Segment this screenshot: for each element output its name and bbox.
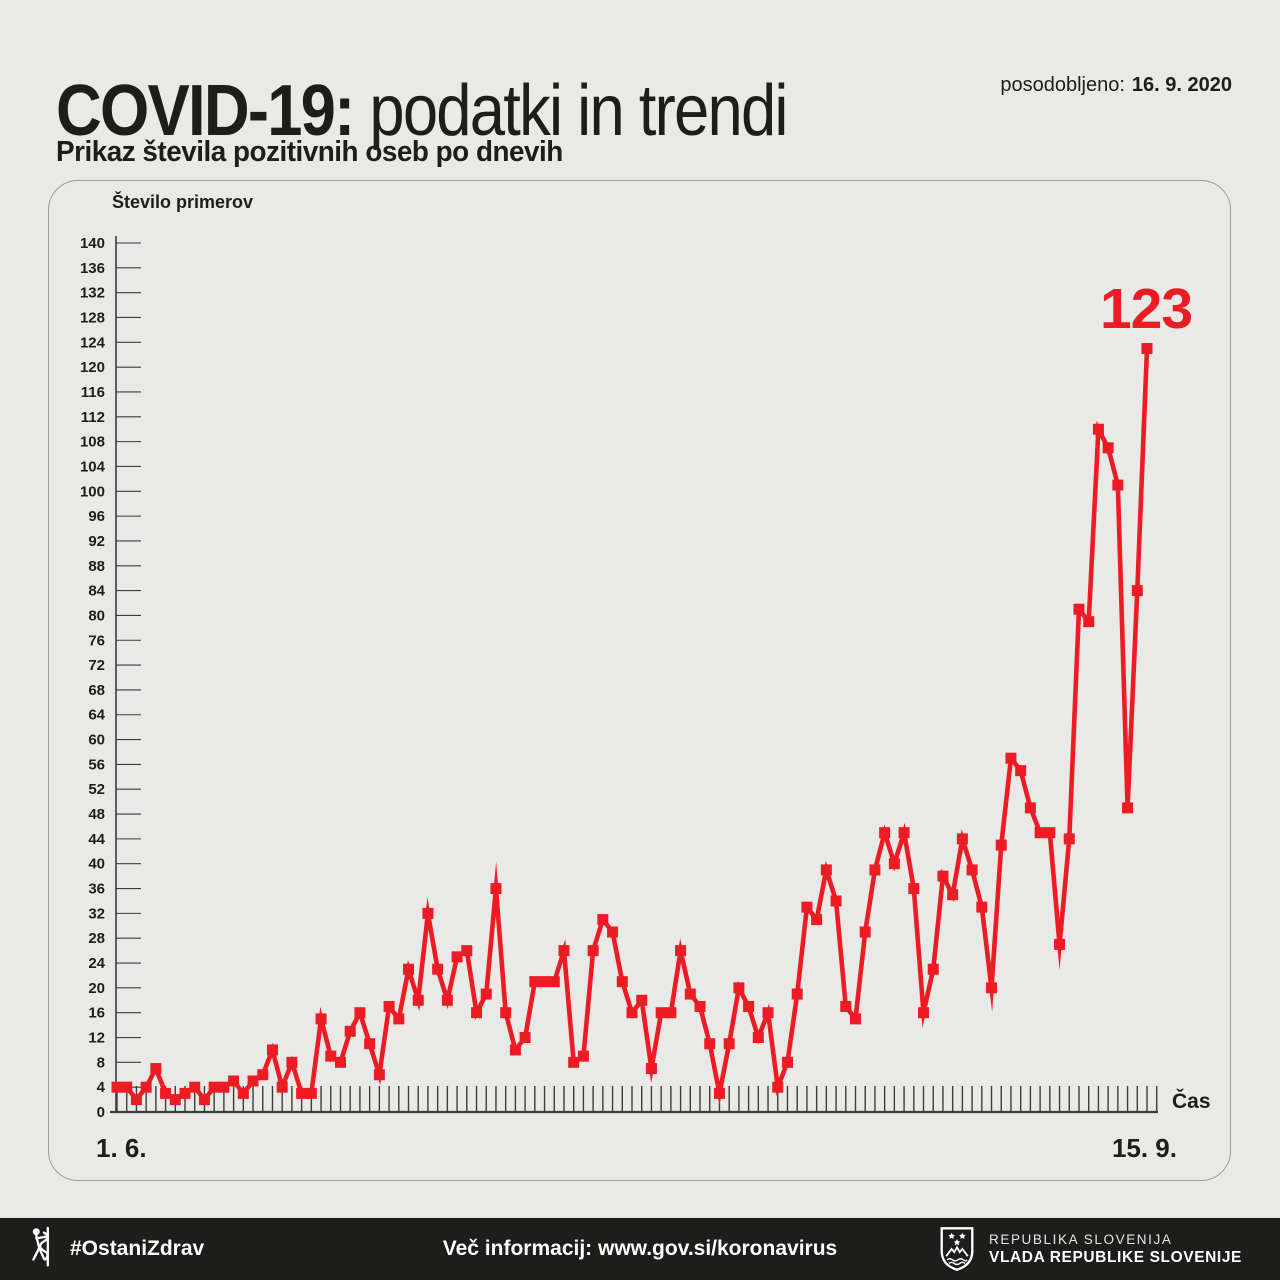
footer-left: #OstaniZdrav [28,1218,204,1280]
chart-card [48,180,1231,1181]
x-axis-title: Čas [1172,1090,1211,1113]
y-axis-title: Število primerov [112,192,254,212]
gov-line-1: REPUBLIKA SLOVENIJA [989,1231,1173,1247]
hashtag-label: #OstaniZdrav [70,1237,205,1260]
peak-value-annotation: 123 [1099,277,1193,341]
x-axis-start-label: 1. 6. [96,1133,147,1163]
updated-line: posodobljeno: 16. 9. 2020 [1000,74,1232,97]
slovenia-coat-of-arms-icon [940,1227,974,1271]
ostani-zdrav-icon [32,1226,49,1267]
footer-info: Več informacij: www.gov.si/koronavirus [442,1237,838,1260]
page-title-strong: COVID-19: [56,71,355,152]
footer-right: REPUBLIKA SLOVENIJA VLADA REPUBLIKE SLOV… [939,1218,1242,1280]
updated-label: posodobljeno: [1000,74,1125,96]
x-axis-end-label: 15. 9. [1111,1133,1177,1163]
gov-line-2: VLADA REPUBLIKE SLOVENIJE [989,1248,1242,1266]
gov-text-block: REPUBLIKA SLOVENIJA VLADA REPUBLIKE SLOV… [989,1232,1242,1267]
page-title: COVID-19: podatki in trendi [56,71,789,152]
page-subtitle: Prikaz števila pozitivnih oseb po dnevih [56,136,563,169]
page-title-light: podatki in trendi [353,71,788,152]
footer-bar: #OstaniZdrav Več informacij: www.gov.si/… [0,1218,1280,1280]
updated-date: 16. 9. 2020 [1131,74,1232,96]
